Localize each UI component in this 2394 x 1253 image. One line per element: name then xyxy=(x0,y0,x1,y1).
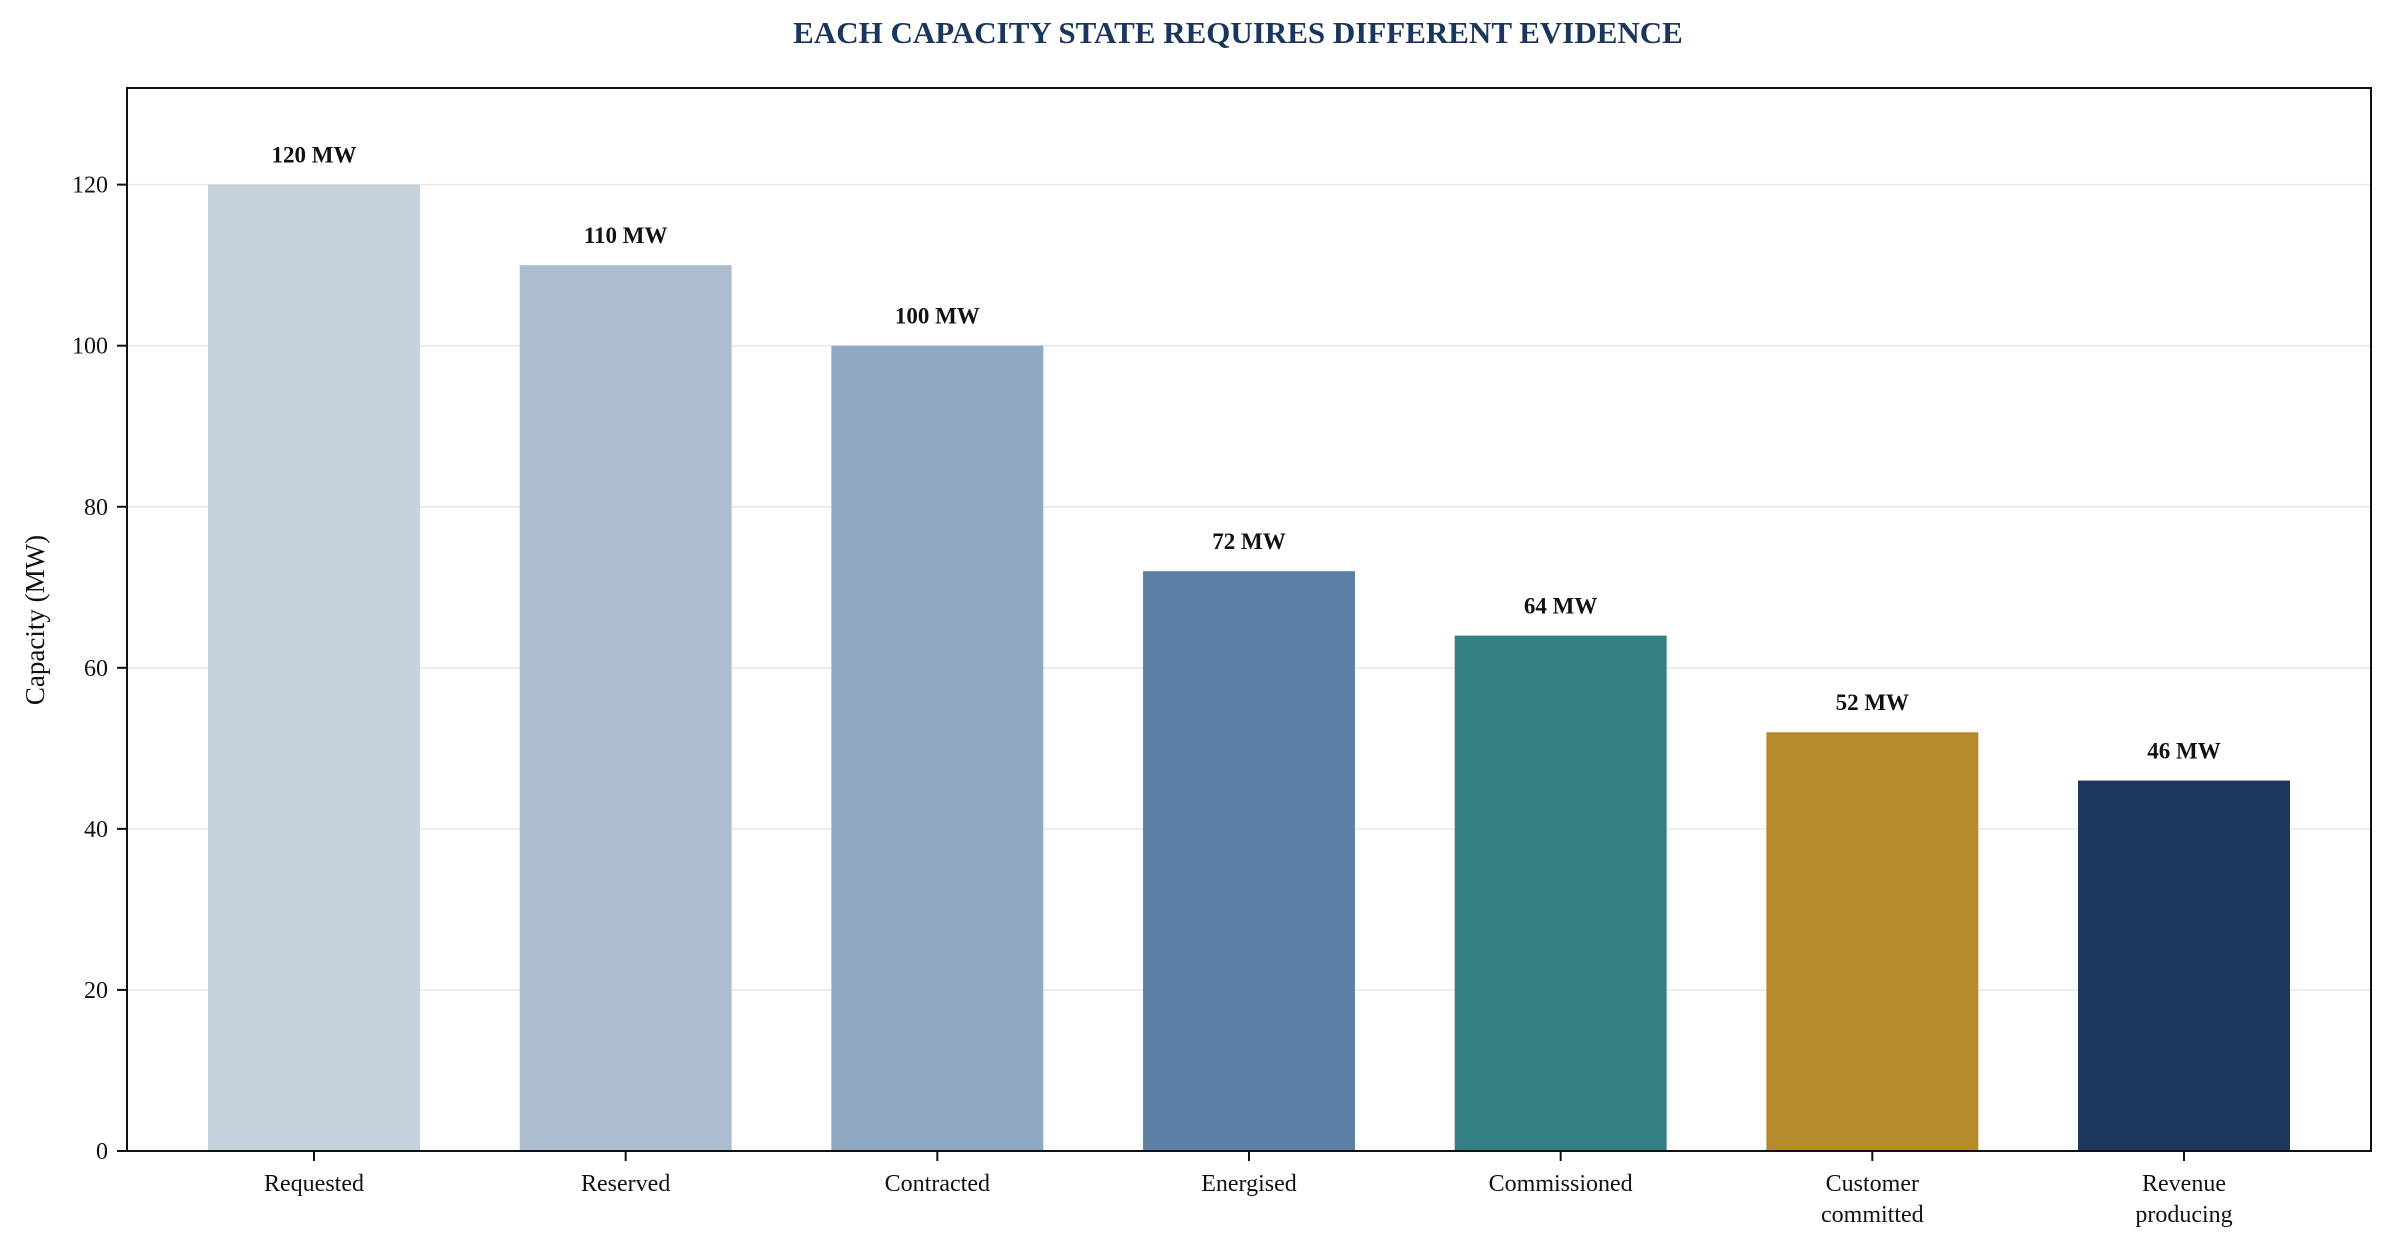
x-tick-label: Commissioned xyxy=(1489,1171,1633,1197)
axes: 0 20 40 60 80 100 120 Requested Reserved Contract… xyxy=(72,87,2372,1228)
y-tick-label: 100 xyxy=(72,334,108,360)
x-tick-label: Contracted xyxy=(885,1171,990,1197)
bars xyxy=(208,184,2290,1152)
chart-title: EACH CAPACITY STATE REQUIRES DIFFERENT E… xyxy=(793,15,1683,50)
bar xyxy=(1454,635,1667,1151)
x-tick-label: Revenue producing xyxy=(2135,1171,2232,1228)
y-axis-label: Capacity (MW) xyxy=(20,535,50,705)
bar-value-label: 100 MW xyxy=(895,304,980,329)
bar xyxy=(831,345,1044,1151)
bar-value-label: 72 MW xyxy=(1212,529,1285,554)
bar xyxy=(1143,571,1355,1151)
bar-value-label: 110 MW xyxy=(584,223,668,248)
bar-value-label: 52 MW xyxy=(1836,690,1909,715)
bar xyxy=(2078,780,2290,1151)
data-labels: 120 MW 110 MW 100 MW 72 MW 64 MW 52 MW 46 MW xyxy=(272,143,2221,764)
x-tick-label: Energised xyxy=(1201,1171,1297,1197)
bar xyxy=(1766,732,1979,1151)
y-tick-label: 0 xyxy=(96,1139,108,1165)
bar xyxy=(519,265,732,1152)
y-tick-label: 60 xyxy=(84,656,108,682)
bar-value-label: 120 MW xyxy=(272,143,357,168)
y-tick-label: 20 xyxy=(84,978,108,1004)
bar-value-label: 46 MW xyxy=(2147,739,2220,764)
x-tick-label: Requested xyxy=(264,1171,364,1197)
bar xyxy=(208,184,420,1152)
y-tick-label: 40 xyxy=(84,817,108,843)
y-tick-label: 80 xyxy=(84,495,108,521)
y-tick-label: 120 xyxy=(72,173,108,199)
x-tick-label: Customer committed xyxy=(1821,1171,1924,1228)
x-tick-label: Reserved xyxy=(581,1171,670,1197)
bar-value-label: 64 MW xyxy=(1524,594,1597,619)
